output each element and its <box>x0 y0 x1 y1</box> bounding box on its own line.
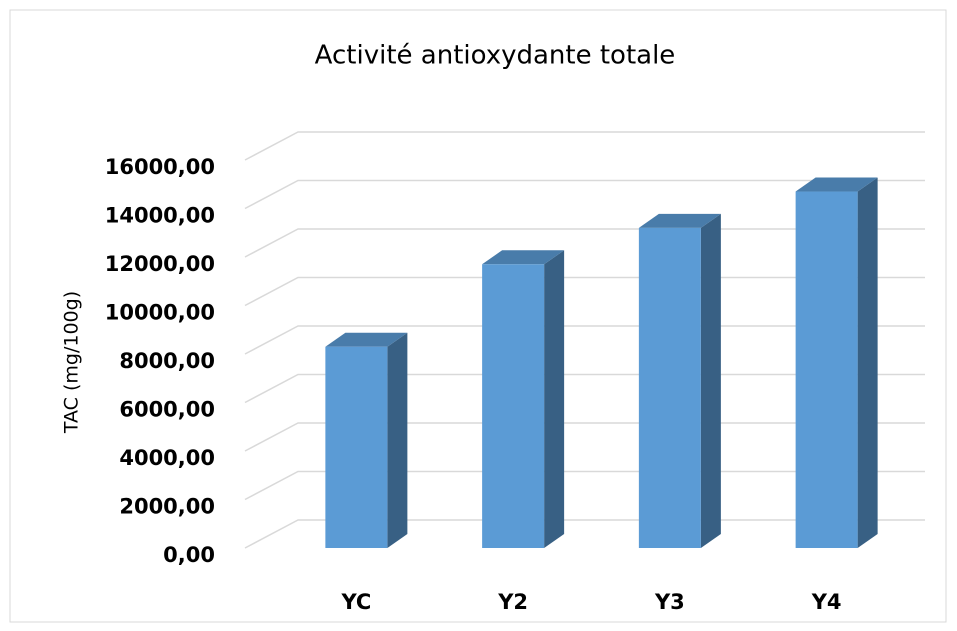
y-tick-label: 0,00 <box>163 543 215 567</box>
chart-title: Activité antioxydante totale <box>315 41 676 71</box>
y-tick-label: 2000,00 <box>119 495 215 519</box>
bar <box>482 264 545 548</box>
bar <box>325 346 388 548</box>
bar-side <box>544 250 565 548</box>
x-tick-label: YC <box>340 590 371 614</box>
y-axis-label: TAC (mg/100g) <box>61 291 83 434</box>
bar <box>638 227 701 548</box>
bar-side <box>387 332 408 548</box>
y-tick-label: 16000,00 <box>105 155 215 179</box>
bar-side <box>700 213 721 548</box>
bar-side <box>857 177 878 548</box>
y-tick-label: 8000,00 <box>119 349 215 373</box>
y-tick-label: 6000,00 <box>119 398 215 422</box>
y-tick-label: 4000,00 <box>119 446 215 470</box>
bar-top <box>482 250 565 265</box>
bar-top <box>795 177 878 192</box>
x-tick-label: Y4 <box>811 590 842 614</box>
y-tick-label: 14000,00 <box>105 204 215 228</box>
bar-top <box>325 332 408 347</box>
bar-top <box>638 213 721 228</box>
x-tick-label: Y2 <box>497 590 528 614</box>
grid-line <box>244 179 925 210</box>
grid-line <box>244 131 925 161</box>
y-tick-label: 12000,00 <box>105 252 215 276</box>
x-tick-label: Y3 <box>654 590 685 614</box>
y-tick-label: 10000,00 <box>105 301 215 325</box>
bar <box>795 191 858 548</box>
